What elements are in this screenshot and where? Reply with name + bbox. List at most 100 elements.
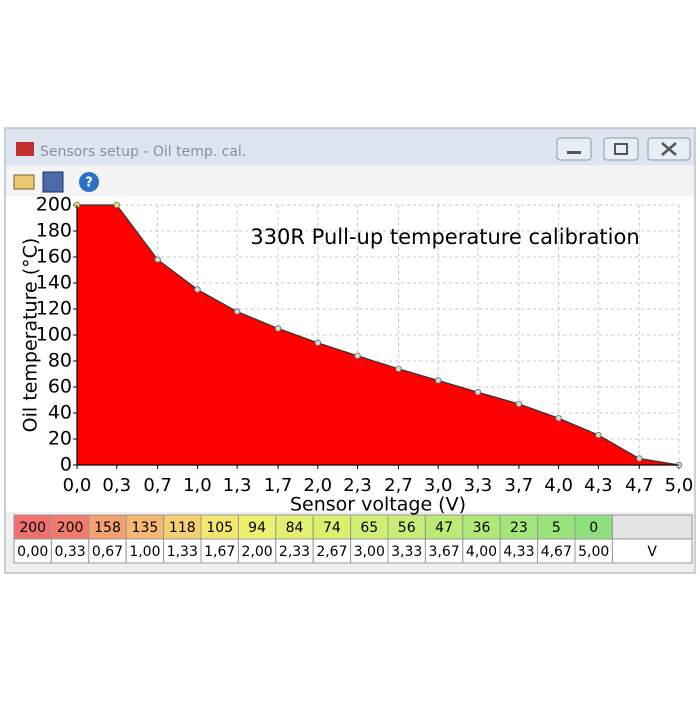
voltage-cell <box>13 538 52 564</box>
voltage-cell <box>387 538 426 564</box>
x-tick-label: 3,3 <box>464 475 493 496</box>
temperature-cell-text: 74 <box>323 520 341 536</box>
voltage-cell <box>499 538 539 564</box>
y-tick-label: 80 <box>48 350 72 372</box>
unit-cell <box>611 538 693 564</box>
temperature-cell-text: 135 <box>132 520 159 536</box>
voltage-cell-text: 3,00 <box>354 544 385 560</box>
minimize-button[interactable] <box>556 137 592 161</box>
x-tick-label: 4,3 <box>584 475 613 496</box>
y-tick-label: 100 <box>36 324 72 346</box>
x-tick-label: 5,0 <box>665 475 694 496</box>
voltage-cell-text: 1,67 <box>204 544 235 560</box>
minimize-icon <box>567 151 581 154</box>
voltage-cell <box>275 538 314 564</box>
temperature-cell-text: 5 <box>552 520 561 536</box>
x-tick-label: 0,3 <box>102 475 131 496</box>
voltage-cell <box>350 538 389 564</box>
help-icon: ? <box>85 176 93 191</box>
y-tick-label: 60 <box>48 376 72 398</box>
x-axis-label: Sensor voltage (V) <box>290 494 466 516</box>
open-button[interactable] <box>13 174 35 190</box>
point <box>154 256 161 263</box>
save-button[interactable] <box>42 171 64 193</box>
voltage-cell-text: 3,33 <box>391 544 422 560</box>
y-axis-label: Oil temperature (°C) <box>20 238 42 433</box>
voltage-cell-text: 5,00 <box>578 544 609 560</box>
window-title: Sensors setup - Oil temp. cal. <box>40 144 246 160</box>
point <box>274 325 282 332</box>
maximize-button[interactable] <box>603 137 639 161</box>
point <box>435 377 442 384</box>
temperature-cell-text: 23 <box>510 520 528 536</box>
temperature-cell-text: 105 <box>206 520 233 536</box>
y-tick-label: 200 <box>36 194 72 216</box>
voltage-cell <box>462 538 501 564</box>
voltage-cell <box>537 538 576 564</box>
unit-header-cell <box>611 514 693 540</box>
temperature-cell-text: 158 <box>94 520 121 536</box>
point <box>595 431 602 439</box>
y-tick-label: 40 <box>48 402 72 424</box>
voltage-cell-text: 4,33 <box>503 544 534 560</box>
temperature-cell-text: 94 <box>248 520 266 536</box>
temperature-cell-text: 56 <box>398 520 416 536</box>
unit-cell-text: V <box>647 544 657 560</box>
chart-title: 330R Pull-up temperature calibration <box>250 225 639 249</box>
y-tick-label: 180 <box>36 220 72 242</box>
voltage-cell <box>88 538 127 564</box>
point <box>113 201 120 209</box>
temperature-cell-text: 0 <box>589 520 598 536</box>
y-tick-label: 160 <box>36 246 72 268</box>
temperature-cell-text: 47 <box>435 520 453 536</box>
voltage-cell <box>200 538 239 564</box>
chart: 0 20 40 60 80 100 120 140 160 180 200 0,0 0,3 0,7 1,0 1… <box>20 194 694 516</box>
temperature-cell <box>574 514 613 540</box>
point <box>314 339 321 346</box>
x-tick-label: 1,7 <box>264 475 293 496</box>
temperature-cell-text: 65 <box>360 520 378 536</box>
point <box>395 365 402 372</box>
temperature-cell-text: 200 <box>57 520 84 536</box>
point <box>474 389 482 396</box>
voltage-cell <box>574 538 613 564</box>
point <box>233 308 241 315</box>
app-icon <box>16 142 34 156</box>
voltage-cell <box>424 538 464 564</box>
x-tick-label: 1,3 <box>223 475 252 496</box>
temperature-cell <box>13 514 52 540</box>
help-button[interactable] <box>79 172 99 192</box>
point <box>194 286 201 293</box>
x-tick-label: 3,0 <box>424 475 453 496</box>
y-tick-label: 0 <box>60 454 72 476</box>
temperature-cell <box>237 514 277 540</box>
voltage-cell-text: 2,33 <box>279 544 310 560</box>
y-tick-label: 20 <box>48 428 72 450</box>
voltage-cell <box>237 538 277 564</box>
voltage-cell-text: 2,00 <box>242 544 273 560</box>
x-tick-label: 2,3 <box>343 475 372 496</box>
temperature-cell-text: 36 <box>473 520 491 536</box>
voltage-cell-text: 1,00 <box>129 544 160 560</box>
y-tick-label: 120 <box>36 298 72 320</box>
temperature-cell <box>125 514 165 540</box>
calibration-table: 200 200 158 135 118 105 94 84 74 65 56 47 36 23 5 0 0,00… <box>13 514 693 564</box>
x-tick-label: 0,0 <box>63 475 92 496</box>
voltage-cell-text: 4,00 <box>466 544 497 560</box>
x-tick-label: 2,7 <box>384 475 413 496</box>
voltage-cell <box>125 538 165 564</box>
temperature-cell-text: 200 <box>19 520 46 536</box>
point <box>515 400 523 408</box>
voltage-cell-text: 0,00 <box>17 544 48 560</box>
area <box>76 204 680 466</box>
x-tick-label: 1,0 <box>183 475 212 496</box>
voltage-cell-text: 0,33 <box>55 544 86 560</box>
voltage-cell-text: 3,67 <box>429 544 460 560</box>
point <box>636 455 643 462</box>
x-tick-label: 4,7 <box>625 475 654 496</box>
x-tick-label: 3,7 <box>505 475 534 496</box>
close-icon <box>661 142 677 156</box>
voltage-cell-text: 1,33 <box>167 544 198 560</box>
